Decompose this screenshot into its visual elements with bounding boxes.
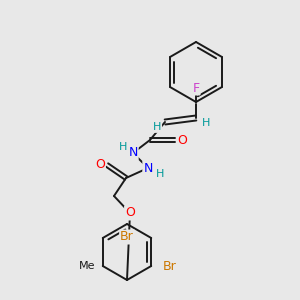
Text: H: H [202,118,210,128]
Text: O: O [125,206,135,220]
Text: F: F [192,82,200,94]
Text: O: O [177,134,187,146]
Text: Br: Br [120,230,134,244]
Text: H: H [153,122,161,132]
Text: N: N [143,161,153,175]
Text: Me: Me [79,261,95,271]
Text: N: N [128,146,138,160]
Text: H: H [119,142,127,152]
Text: H: H [156,169,164,179]
Text: O: O [95,158,105,172]
Text: Br: Br [162,260,176,272]
